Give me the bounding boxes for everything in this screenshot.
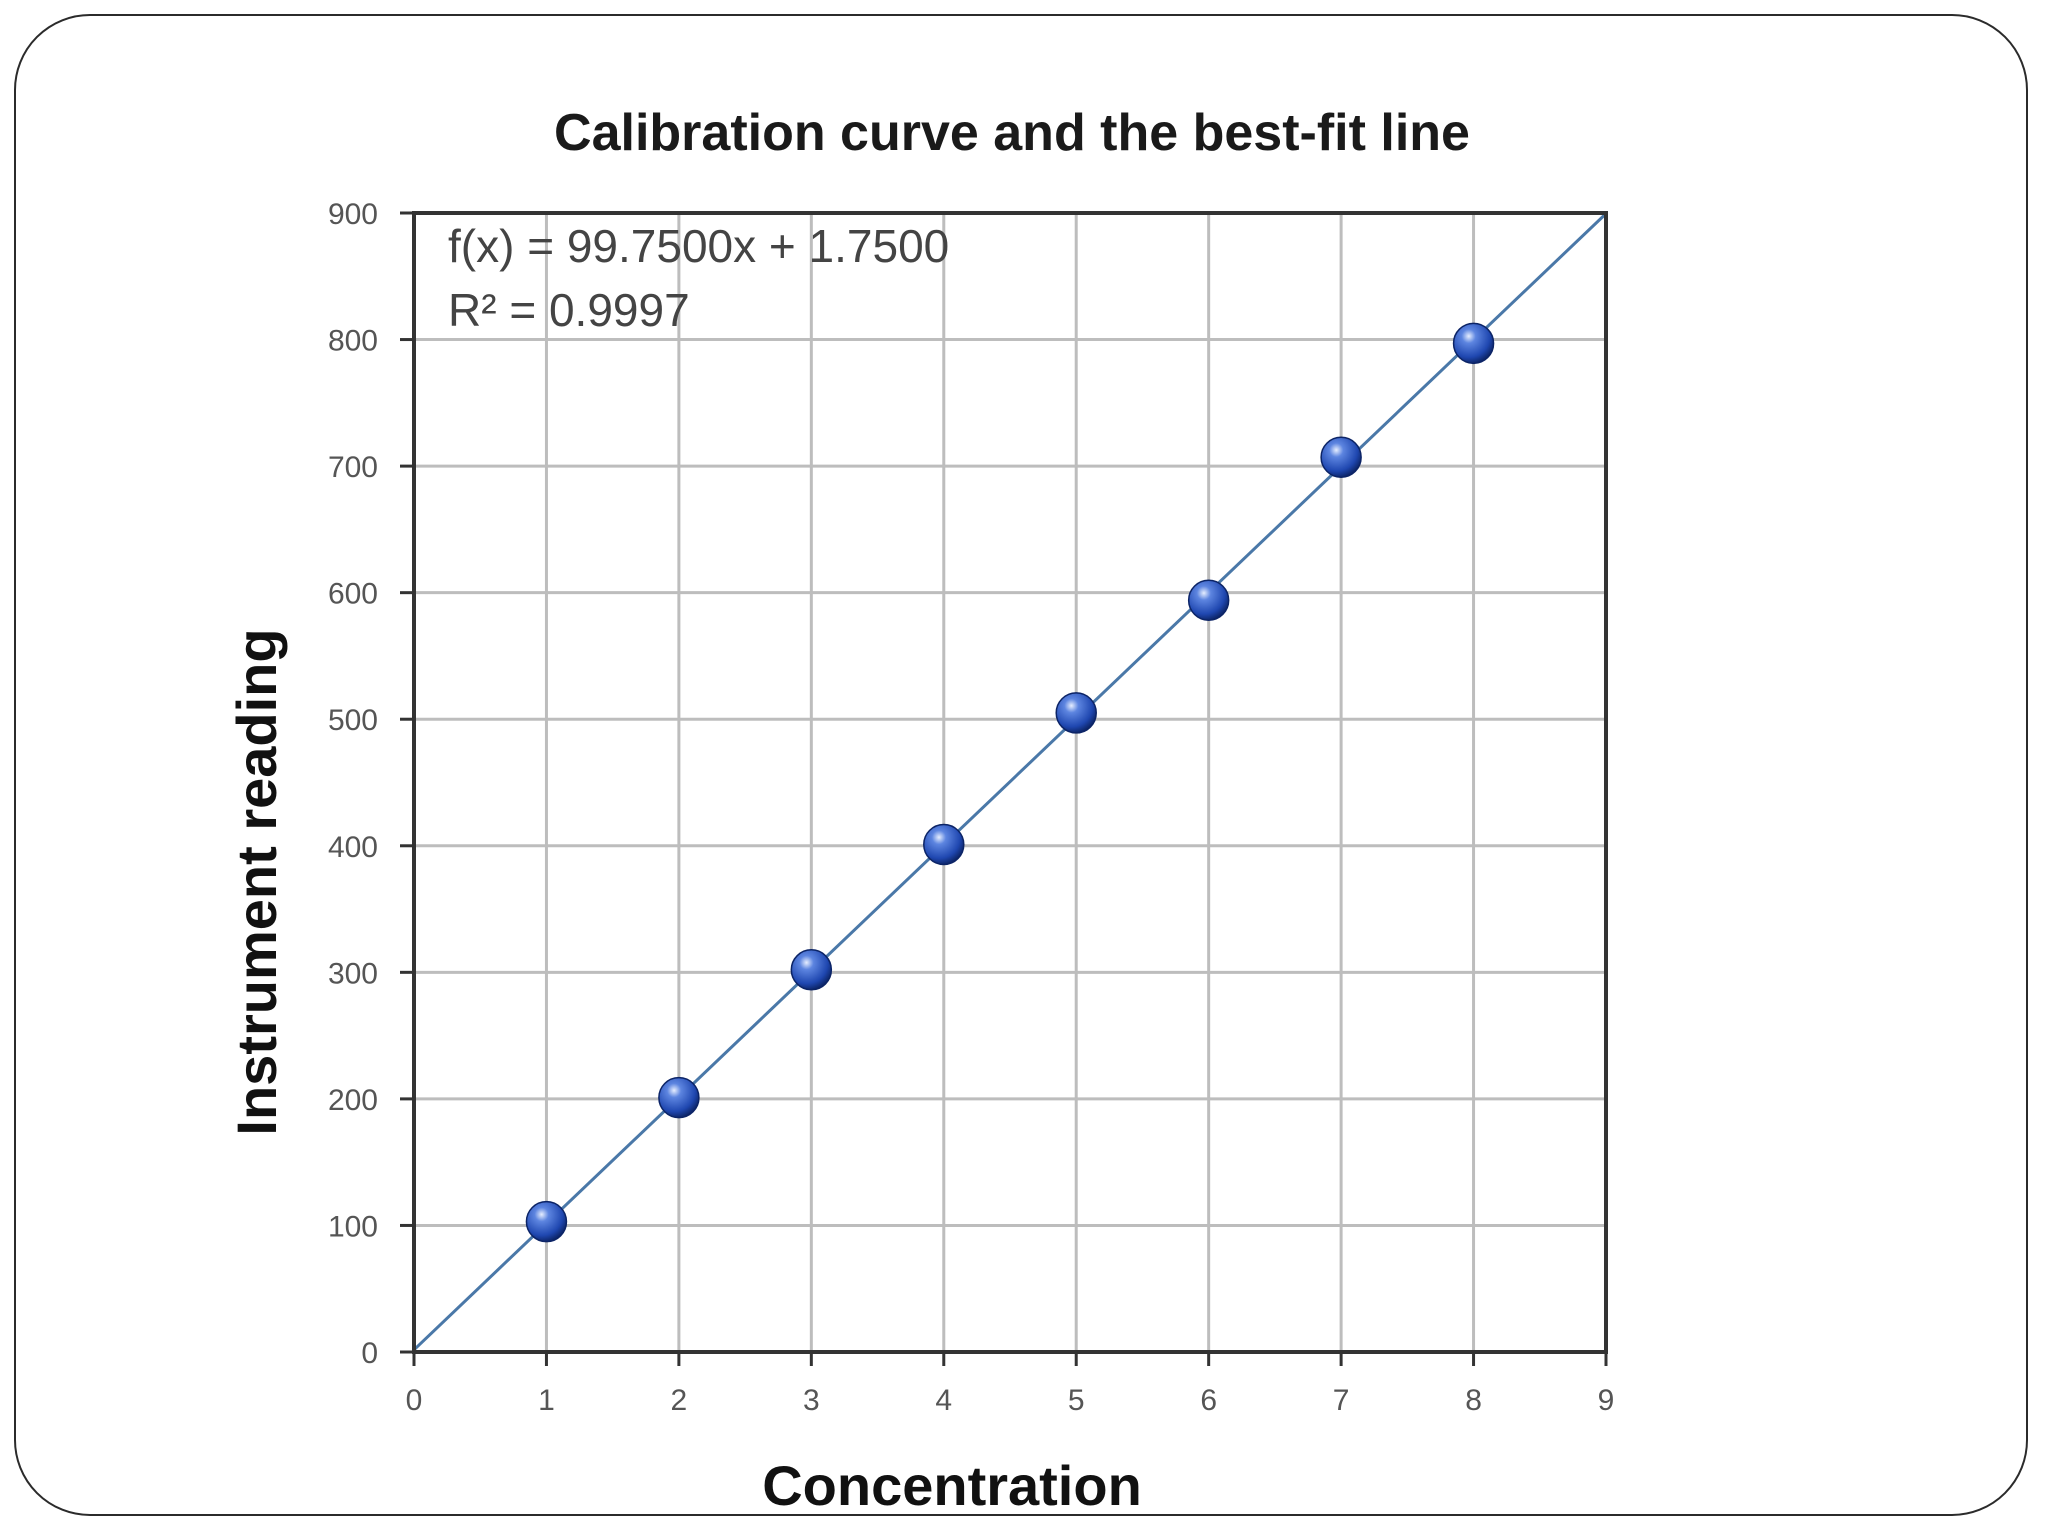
data-points bbox=[525, 322, 1495, 1243]
y-tick-label: 700 bbox=[328, 451, 378, 484]
equation-annotation: f(x) = 99.7500x + 1.7500 bbox=[448, 220, 949, 272]
trendline-layer bbox=[412, 212, 1608, 1351]
chart-title: Calibration curve and the best-fit line bbox=[554, 104, 1470, 162]
x-tick-label: 9 bbox=[1598, 1384, 1615, 1417]
x-tick-label: 3 bbox=[803, 1384, 820, 1417]
y-tick-label: 100 bbox=[328, 1210, 378, 1243]
x-tick-label: 1 bbox=[538, 1384, 555, 1417]
slide-frame bbox=[14, 14, 2028, 1516]
data-point bbox=[1452, 322, 1495, 365]
x-tick-label: 0 bbox=[406, 1384, 423, 1417]
data-point bbox=[525, 1200, 568, 1243]
r-squared-annotation: R² = 0.9997 bbox=[448, 284, 690, 336]
x-tick-label: 8 bbox=[1465, 1384, 1482, 1417]
x-axis-title: Concentration bbox=[762, 1454, 1142, 1517]
data-point bbox=[790, 949, 833, 991]
x-tick-label: 7 bbox=[1333, 1384, 1350, 1417]
y-tick-label: 400 bbox=[328, 831, 378, 864]
x-tick-label: 2 bbox=[671, 1384, 688, 1417]
data-point bbox=[658, 1076, 700, 1119]
x-axis-ticks: 0 1 2 3 4 5 6 7 8 9 bbox=[406, 1352, 1615, 1417]
y-tick-label: 0 bbox=[361, 1337, 378, 1370]
data-point bbox=[923, 823, 965, 866]
data-point bbox=[1187, 579, 1230, 622]
x-tick-label: 4 bbox=[935, 1384, 952, 1417]
data-point bbox=[1320, 436, 1362, 479]
data-point bbox=[1055, 692, 1097, 734]
y-tick-label: 900 bbox=[328, 198, 378, 231]
best-fit-line bbox=[412, 212, 1608, 1351]
y-tick-label: 800 bbox=[328, 325, 378, 358]
y-axis-ticks: 0 100 200 300 400 500 600 700 800 900 bbox=[328, 198, 414, 1370]
plot-frame bbox=[412, 211, 1608, 1354]
y-tick-label: 200 bbox=[328, 1084, 378, 1117]
y-axis-title: Instrument reading bbox=[225, 628, 288, 1135]
y-tick-label: 500 bbox=[328, 704, 378, 737]
y-tick-label: 300 bbox=[328, 957, 378, 990]
x-tick-label: 5 bbox=[1068, 1384, 1085, 1417]
y-tick-label: 600 bbox=[328, 578, 378, 611]
x-tick-label: 6 bbox=[1200, 1384, 1217, 1417]
